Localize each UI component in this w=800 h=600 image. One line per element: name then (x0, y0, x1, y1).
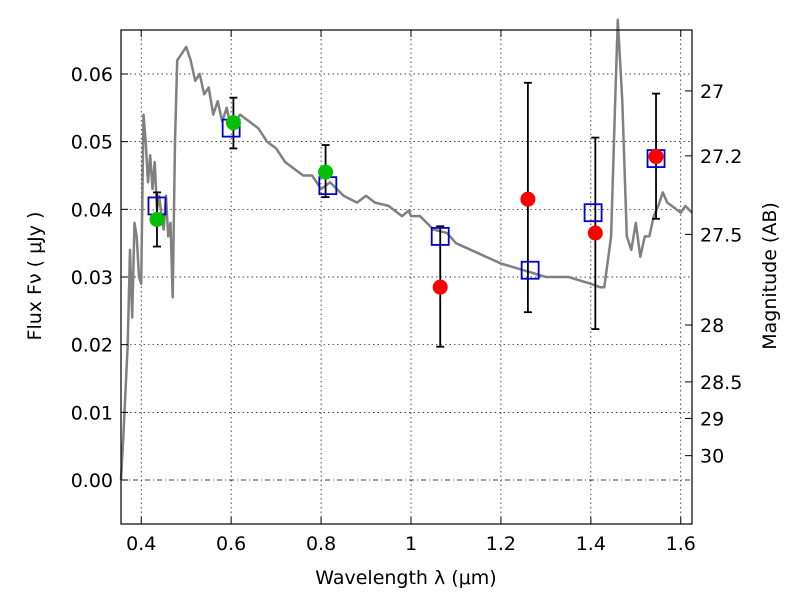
detection-point (318, 164, 334, 180)
y-tick-label: 0.01 (71, 402, 113, 424)
x-axis-label: Wavelength λ (μm) (315, 567, 496, 589)
y-tick-label: 0.05 (71, 132, 113, 154)
x-tick-label: 1.6 (666, 533, 696, 555)
x-tick-label: 0.4 (126, 533, 156, 555)
x-tick-label: 0.6 (216, 533, 246, 555)
y2-tick-label: 27.2 (700, 146, 742, 168)
measured-point (520, 191, 536, 207)
x-tick-label: 0.8 (306, 533, 336, 555)
measured-point (587, 225, 603, 241)
synthetic-flux-square (583, 203, 603, 223)
detection-point (225, 115, 241, 131)
y2-tick-label: 28 (700, 315, 724, 337)
y2-tick-label: 27 (700, 81, 724, 103)
y-tick-label: 0.02 (71, 335, 113, 357)
y-axis-label: Flux Fν ( μJy ) (24, 212, 46, 341)
y2-tick-label: 30 (700, 446, 724, 468)
y-tick-label: 0.00 (71, 470, 113, 492)
detection-point (149, 211, 165, 227)
y-tick-label: 0.03 (71, 267, 113, 289)
y2-tick-label: 28.5 (700, 372, 742, 394)
axes-layer: 0.4 0.6 0.8 1 1.2 1.4 1.6 0.00 0.01 0.02 0.03 0.04 0… (71, 29, 742, 555)
x-tick-label: 1.4 (576, 533, 606, 555)
grid-layer (121, 30, 692, 524)
y2-tick-label: 27.5 (700, 224, 742, 246)
x-tick-label: 1 (405, 533, 417, 555)
x-tick-label: 1.2 (486, 533, 516, 555)
synthetic-flux-square (520, 260, 540, 280)
y-tick-label: 0.04 (71, 199, 113, 221)
plot-layer (119, 18, 693, 481)
measured-point (648, 149, 664, 165)
measured-point (432, 279, 448, 295)
y2-axis-label: Magnitude (AB) (759, 202, 781, 350)
synthetic-flux-square (430, 226, 450, 246)
model-spectrum-line (119, 18, 693, 481)
y-tick-label: 0.06 (71, 64, 113, 86)
y2-tick-label: 29 (700, 408, 724, 430)
